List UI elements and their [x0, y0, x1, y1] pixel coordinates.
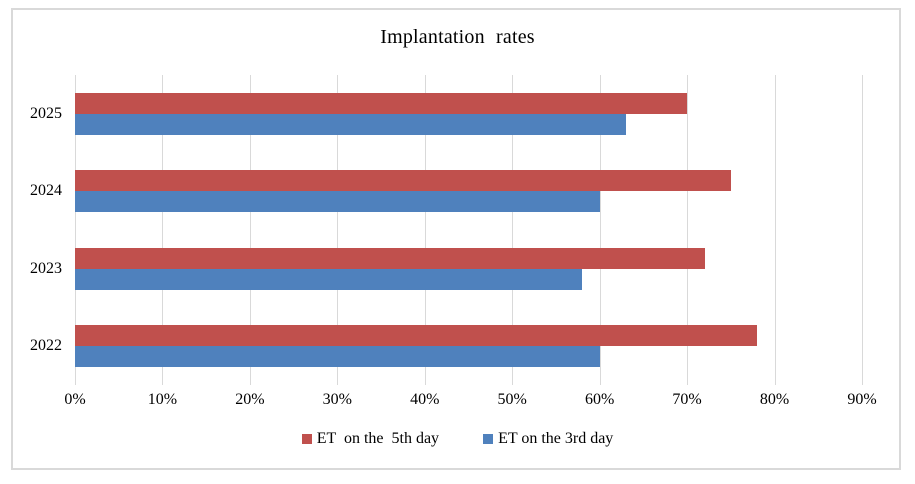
legend-item-et-on-the-5th-day: ET on the 5th day — [301, 430, 440, 448]
gridline-90 — [862, 75, 863, 385]
bar-2025-et-on-the-3rd-day — [75, 113, 626, 135]
bar-2023-et-on-the-3rd-day — [75, 268, 583, 290]
bar-2024-et-on-the-3rd-day — [75, 191, 600, 213]
legend-item-et-on-the-3rd-day: ET on the 3rd day — [483, 430, 613, 448]
x-axis-tick-label: 20% — [235, 391, 265, 408]
x-axis-tick-label: 90% — [847, 391, 877, 408]
legend: ET on the 5th day ET on the 3rd day — [0, 430, 915, 448]
legend-swatch-icon — [483, 434, 494, 444]
gridline-10 — [162, 75, 164, 385]
bar-2023-et-on-the-5th-day — [75, 247, 705, 269]
plot-area — [75, 75, 863, 385]
gridline-50 — [512, 75, 514, 385]
gridline-80 — [774, 75, 776, 385]
chart-title: Implantation rates — [380, 26, 535, 48]
gridline-20 — [249, 75, 251, 385]
legend-label: ET on the 5th day — [316, 430, 440, 447]
x-axis-tick-label: 50% — [497, 391, 527, 408]
legend-swatch-icon — [301, 434, 312, 444]
y-axis-label: 2023 — [30, 259, 62, 277]
bar-2025-et-on-the-5th-day — [75, 92, 688, 114]
gridline-40 — [424, 75, 426, 385]
y-axis-label: 2024 — [30, 182, 62, 200]
x-axis-tick-label: 80% — [759, 391, 790, 408]
bar-2024-et-on-the-5th-day — [75, 170, 731, 192]
x-axis-tick-label: 10% — [147, 391, 178, 408]
x-axis-tick-label: 60% — [585, 391, 615, 408]
gridline-30 — [337, 75, 339, 385]
x-axis-tick-label: 40% — [410, 391, 440, 408]
gridline-70 — [687, 75, 689, 385]
x-axis-tick-label: 70% — [672, 391, 702, 408]
bar-2022-et-on-the-3rd-day — [75, 346, 600, 368]
bar-2022-et-on-the-5th-day — [75, 325, 758, 347]
y-axis-label: 2025 — [30, 104, 62, 122]
chart-border — [11, 8, 901, 470]
gridline-0 — [75, 75, 76, 385]
gridline-60 — [599, 75, 601, 385]
y-axis-label: 2022 — [30, 337, 62, 355]
x-axis-tick-label: 0% — [64, 391, 86, 408]
x-axis-tick-label: 30% — [322, 391, 352, 408]
legend-label: ET on the 3rd day — [498, 430, 614, 447]
